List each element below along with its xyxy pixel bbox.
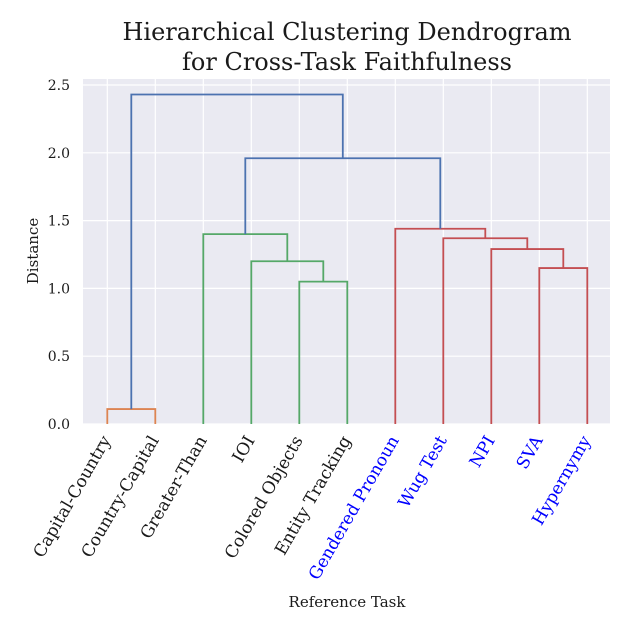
y-tick-label: 0.0 <box>48 417 70 433</box>
dendrogram-link <box>130 93 344 410</box>
x-axis-label: Reference Task <box>289 593 407 611</box>
x-tick-label: NPI <box>466 433 500 472</box>
x-tick-label: Gendered Pronoun <box>305 432 404 583</box>
x-axis-ticks: Capital-CountryCountry-CapitalGreater-Th… <box>30 432 596 584</box>
y-axis-label: Distance <box>24 218 42 285</box>
chart-title-line-1: Hierarchical Clustering Dendrogram <box>122 18 571 46</box>
y-axis-ticks: 0.0 0.5 1.0 1.5 2.0 2.5 <box>48 78 70 433</box>
y-tick-label: 2.5 <box>48 78 70 94</box>
x-tick-label: IOI <box>229 433 260 467</box>
x-tick-label: Wug Test <box>394 432 451 511</box>
y-tick-label: 1.0 <box>48 281 70 297</box>
y-tick-label: 1.5 <box>48 214 70 230</box>
y-tick-label: 0.5 <box>48 349 70 365</box>
dendrogram-links <box>106 93 589 424</box>
y-tick-label: 2.0 <box>48 146 70 162</box>
chart-title-line-2: for Cross-Task Faithfulness <box>182 48 512 76</box>
x-tick-label: SVA <box>513 432 548 473</box>
